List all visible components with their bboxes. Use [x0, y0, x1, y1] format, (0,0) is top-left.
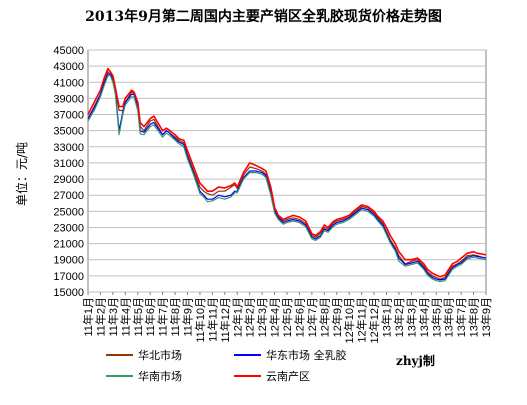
y-tick-label: 41000: [53, 77, 84, 89]
x-tick-label: 11年5月: [131, 297, 145, 337]
x-tick-label: 13年8月: [467, 297, 481, 337]
y-tick-label: 15000: [53, 287, 84, 299]
grid-lines: [88, 49, 486, 293]
y-tick-label: 43000: [53, 61, 84, 73]
series-line-4: [87, 67, 487, 278]
y-tick-label: 27000: [53, 190, 84, 202]
y-tick-label: 29000: [53, 174, 84, 186]
y-axis-ticks: 45000 43000 41000 39000 37000 35000 33000 31000…: [53, 45, 84, 299]
x-tick-label: 13年6月: [442, 297, 456, 337]
x-tick-label: 13年1月: [380, 297, 394, 337]
y-tick-label: 39000: [53, 93, 84, 105]
x-tick-label: 12年11月: [355, 297, 369, 343]
x-tick-label: 12年7月: [305, 297, 319, 337]
y-axis-label: 单位：元/吨: [14, 142, 29, 206]
y-tick-label: 45000: [53, 45, 84, 57]
y-tick-label: 19000: [53, 255, 84, 267]
x-tick-label: 13年9月: [479, 297, 493, 337]
x-tick-label: 11年7月: [156, 297, 170, 337]
x-tick-label: 13年4月: [417, 297, 431, 337]
x-tick-label: 13年2月: [392, 297, 406, 337]
y-tick-label: 25000: [53, 206, 84, 218]
y-tick-label: 37000: [53, 110, 84, 122]
series-line-3: [87, 75, 487, 283]
x-tick-label: 11年10月: [193, 297, 207, 343]
y-tick-label: 21000: [53, 239, 84, 251]
x-tick-label: 12年12月: [367, 297, 381, 343]
y-tick-label: 17000: [53, 271, 84, 283]
plot-area: [87, 49, 487, 293]
x-tick-label: 12年5月: [280, 297, 294, 337]
y-tick-label: 31000: [53, 158, 84, 170]
x-tick-label: 11年2月: [93, 297, 107, 337]
x-tick-label: 12年8月: [317, 297, 331, 337]
x-tick-label: 13年7月: [454, 297, 468, 337]
x-tick-label: 12年2月: [243, 297, 257, 337]
x-tick-label: 11年6月: [143, 297, 157, 337]
x-tick-label: 11年12月: [218, 297, 232, 343]
x-tick-label: 11年8月: [168, 297, 182, 337]
x-tick-label: 12年6月: [292, 297, 306, 337]
legend-label: 华东市场 全乳胶: [266, 348, 347, 362]
author-note: zhyj制: [396, 353, 435, 368]
x-tick-label: 12年3月: [255, 297, 269, 337]
x-tick-label: 13年5月: [429, 297, 443, 337]
x-tick-label: 11年4月: [118, 297, 132, 337]
y-tick-label: 23000: [53, 222, 84, 234]
x-tick-label: 12年9月: [330, 297, 344, 337]
legend-label: 华北市场: [138, 348, 182, 362]
x-tick-label: 11年9月: [181, 297, 195, 337]
series-lines: [87, 67, 487, 283]
x-tick-label: 12年4月: [268, 297, 282, 337]
x-tick-label: 11年11月: [205, 297, 219, 342]
legend-label: 云南产区: [266, 369, 310, 383]
x-tick-label: 12年10月: [342, 297, 356, 343]
x-tick-label: 12年1月: [230, 297, 244, 337]
x-tick-label: 11年3月: [106, 297, 120, 337]
y-tick-label: 35000: [53, 126, 84, 138]
legend-label: 华南市场: [138, 369, 182, 383]
x-tick-label: 11年1月: [81, 297, 95, 337]
x-axis-ticks: 11年1月 11年2月 11年3月 11年4月 11年5月 11年6月 11年7月 11年8月…: [81, 292, 493, 343]
x-tick-label: 13年3月: [404, 297, 418, 337]
chart-title: 2013年9月第二周国内主要产销区全乳胶现货价格走势图: [85, 9, 442, 25]
y-tick-label: 33000: [53, 142, 84, 154]
